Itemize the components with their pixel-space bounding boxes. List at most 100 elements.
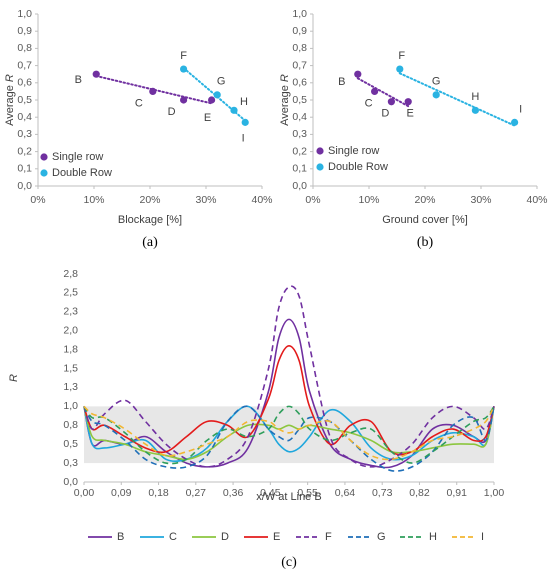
y-axis-title-text: Average bbox=[279, 85, 291, 126]
point-label: H bbox=[471, 91, 479, 103]
point-label: C bbox=[135, 97, 143, 109]
legend-marker bbox=[40, 169, 48, 177]
y-tick-label: 2,3 bbox=[63, 306, 78, 318]
x-tick-label: 30% bbox=[470, 194, 491, 206]
data-line bbox=[83, 285, 495, 468]
legend-label: Single row bbox=[52, 151, 103, 163]
x-tick-label: 0,00 bbox=[74, 487, 95, 499]
point-label: F bbox=[180, 50, 187, 62]
data-point bbox=[387, 98, 395, 106]
y-tick-label: 1,5 bbox=[63, 362, 78, 374]
legend-marker bbox=[316, 163, 324, 171]
legend-label: D bbox=[221, 531, 229, 543]
y-tick-label: 1,0 bbox=[63, 400, 78, 412]
point-label: G bbox=[217, 76, 226, 88]
y-tick-label: 0,2 bbox=[292, 145, 307, 157]
y-tick-label: 0,2 bbox=[17, 145, 32, 157]
legend-marker bbox=[40, 153, 48, 161]
x-tick-label: 0,18 bbox=[148, 487, 169, 499]
legend-label: H bbox=[429, 531, 437, 543]
x-axis-title: Blockage [%] bbox=[118, 214, 182, 226]
x-axis-title: Ground cover [%] bbox=[382, 214, 468, 226]
x-tick-label: 0% bbox=[305, 194, 320, 206]
chart-panel: 0,0 0,3 0,5 0,8 1,0 1,3 1,5 1,8 2,0 2,3 2,5 2,8 0,00… bbox=[8, 268, 504, 570]
y-tick-label: 1,0 bbox=[17, 8, 32, 20]
data-line bbox=[83, 405, 495, 465]
x-tick-label: 0,45 bbox=[260, 487, 281, 499]
y-tick-label: 1,3 bbox=[63, 381, 78, 393]
legend-label: C bbox=[169, 531, 177, 543]
data-point bbox=[432, 91, 440, 99]
y-axis-title-symbol: R bbox=[8, 374, 20, 382]
y-tick-label: 1,8 bbox=[63, 343, 78, 355]
y-tick-label: 0,9 bbox=[17, 25, 32, 37]
y-tick-label: 0,8 bbox=[17, 42, 32, 54]
x-tick-label: 40% bbox=[526, 194, 547, 206]
y-tick-label: 0,4 bbox=[17, 111, 32, 123]
y-tick-label: 0,7 bbox=[292, 59, 307, 71]
x-tick-label: 0,82 bbox=[409, 487, 430, 499]
y-tick-label: 0,5 bbox=[63, 438, 78, 450]
y-tick-label: 0,5 bbox=[17, 94, 32, 106]
y-tick-label: 0,1 bbox=[17, 163, 32, 175]
y-tick-label: 0,8 bbox=[292, 42, 307, 54]
legend-label: G bbox=[377, 531, 386, 543]
point-label: E bbox=[204, 112, 211, 124]
data-point bbox=[510, 118, 519, 126]
data-point bbox=[371, 87, 379, 95]
caption: (c) bbox=[281, 555, 297, 570]
data-point bbox=[241, 118, 249, 126]
point-label: B bbox=[75, 74, 82, 86]
x-tick-label: 10% bbox=[358, 194, 379, 206]
data-point bbox=[208, 96, 216, 104]
y-tick-label: 1,0 bbox=[292, 8, 307, 20]
y-tick-label: 0,4 bbox=[292, 111, 307, 123]
point-label: H bbox=[240, 96, 248, 108]
y-axis-title: R bbox=[8, 374, 20, 382]
y-tick-label: 0,3 bbox=[17, 128, 32, 140]
x-tick-label: 0,36 bbox=[223, 487, 244, 499]
x-tick-label: 0,73 bbox=[372, 487, 393, 499]
data-line bbox=[83, 405, 495, 461]
y-axis-title: Average R bbox=[279, 74, 291, 126]
x-tick-label: 10% bbox=[83, 194, 104, 206]
x-tick-label: 1,00 bbox=[484, 487, 505, 499]
point-label: C bbox=[365, 97, 373, 109]
data-point bbox=[404, 98, 412, 106]
x-tick-label: 30% bbox=[195, 194, 216, 206]
y-tick-label: 0,1 bbox=[292, 163, 307, 175]
y-tick-label: 0,9 bbox=[292, 25, 307, 37]
legend-label: Double Row bbox=[328, 161, 388, 173]
data-point bbox=[354, 70, 362, 78]
data-point bbox=[213, 91, 221, 99]
legend-label: B bbox=[117, 531, 124, 543]
data-line bbox=[83, 345, 495, 456]
data-line bbox=[83, 405, 495, 472]
y-tick-label: 0,6 bbox=[292, 77, 307, 89]
y-tick-label: 2,0 bbox=[63, 325, 78, 337]
point-label: D bbox=[381, 108, 389, 120]
legend-label: Single row bbox=[328, 145, 379, 157]
point-label: G bbox=[432, 76, 441, 88]
caption: (b) bbox=[417, 235, 434, 250]
x-tick-label: 0,64 bbox=[335, 487, 356, 499]
y-tick-label: 0,0 bbox=[63, 476, 78, 488]
legend-marker bbox=[316, 147, 324, 155]
y-tick-label: 0,7 bbox=[17, 59, 32, 71]
data-point bbox=[92, 70, 100, 78]
y-axis-title-symbol: R bbox=[4, 74, 16, 82]
x-tick-label: 40% bbox=[251, 194, 272, 206]
x-axis-title: x/W at Line B bbox=[256, 491, 321, 503]
legend-label: E bbox=[273, 531, 280, 543]
y-axis-title: Average R bbox=[4, 74, 16, 126]
point-label: B bbox=[338, 76, 345, 88]
data-point bbox=[396, 65, 404, 73]
point-label: I bbox=[242, 132, 245, 144]
data-line bbox=[83, 318, 495, 469]
y-tick-label: 0,0 bbox=[292, 180, 307, 192]
y-axis-title-symbol: R bbox=[279, 74, 291, 82]
point-label: F bbox=[398, 50, 405, 62]
trendline bbox=[398, 72, 516, 127]
y-tick-label: 0,6 bbox=[17, 77, 32, 89]
